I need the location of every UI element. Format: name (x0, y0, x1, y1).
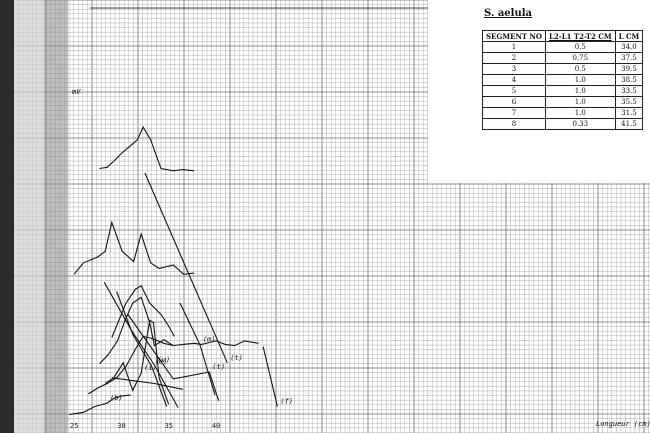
cell-l: 37.5 (614, 52, 644, 64)
table-row: 4 1.0 38.5 (482, 74, 644, 86)
series-line-9 (127, 314, 220, 401)
table-row: 2 0.75 37.5 (482, 52, 644, 64)
cell-segment: 3 (482, 63, 546, 75)
cell-segment: 1 (482, 41, 546, 53)
cell-l2l1: 1.0 (545, 96, 616, 108)
series-layer: (t)(i)(a)(t)(b)(v)(m)(f) (69, 125, 293, 416)
series-line-4 (111, 285, 175, 338)
cell-l2l1: 1.0 (545, 74, 616, 86)
cell-segment: 2 (482, 52, 546, 64)
table-row: 6 1.0 35.5 (482, 96, 644, 108)
series-tag: (i) (144, 364, 157, 372)
cell-l2l1: 0.5 (545, 41, 616, 53)
header-l: L CM (614, 30, 644, 42)
cell-l: 35.5 (614, 96, 644, 108)
cell-l2l1: 0.33 (545, 118, 616, 130)
species-title: S. aelula (484, 8, 533, 19)
x-tick-label: 30 (117, 422, 125, 430)
cell-segment: 7 (482, 107, 546, 119)
cell-l: 33.5 (614, 85, 644, 97)
series-tag: (b) (110, 394, 123, 402)
cell-l: 39.5 (614, 63, 644, 75)
cell-l2l1: 1.0 (545, 107, 616, 119)
cell-l: 41.5 (614, 118, 644, 130)
header-l2l1: L2-L1 T2-T2 CM (545, 30, 616, 42)
x-tick-label: 40 (212, 422, 220, 430)
series-tag: (f) (280, 398, 293, 406)
dark-strip (44, 0, 68, 433)
cell-segment: 6 (482, 96, 546, 108)
series-tag: (m) (203, 335, 216, 343)
series-line-3 (73, 220, 195, 275)
series-line-5 (99, 296, 174, 365)
table-row: 5 1.0 33.5 (482, 85, 644, 97)
series-line-13 (262, 346, 278, 407)
series-tag: (t) (212, 363, 225, 371)
x-axis-ticks: 25 30 35 40 (70, 422, 220, 430)
series-line-7 (104, 319, 170, 405)
cell-segment: 8 (482, 118, 546, 130)
series-tag: (v) (157, 356, 170, 364)
cell-l2l1: 0.75 (545, 52, 616, 64)
table-row: 3 0.5 39.5 (482, 63, 644, 75)
x-tick-label: 35 (165, 422, 173, 430)
x-tick-label: 25 (70, 422, 78, 430)
series-line-12 (179, 302, 216, 396)
scan-edge (0, 0, 14, 433)
series-line-10 (69, 394, 131, 416)
cell-l2l1: 0.5 (545, 63, 616, 75)
series-line-8 (116, 291, 168, 407)
cell-segment: 4 (482, 74, 546, 86)
series-line-14 (111, 377, 183, 390)
binding-shadow (14, 0, 44, 433)
cell-l2l1: 1.0 (545, 85, 616, 97)
table-row: 1 0.5 34.0 (482, 41, 644, 53)
y-annotation: mV (71, 88, 81, 96)
segment-table: SEGMENT NO L2-L1 T2-T2 CM L CM 1 0.5 34.0 2… (482, 30, 644, 130)
cell-l: 31.5 (614, 107, 644, 119)
table-header-row: SEGMENT NO L2-L1 T2-T2 CM L CM (482, 30, 644, 42)
series-line-2 (144, 172, 228, 364)
table-row: 7 1.0 31.5 (482, 107, 644, 119)
cell-l: 34.0 (614, 41, 644, 53)
series-tag: (t) (230, 354, 243, 362)
series-line-1 (99, 125, 195, 172)
x-axis-label: Longueur (cm) (596, 420, 650, 428)
table-row: 8 0.33 41.5 (482, 118, 644, 130)
cell-segment: 5 (482, 85, 546, 97)
header-segment: SEGMENT NO (482, 30, 546, 42)
cell-l: 38.5 (614, 74, 644, 86)
segment-table-body: 1 0.5 34.0 2 0.75 37.5 3 0.5 39.5 4 1.0 38.5 5 1.0 33.… (482, 41, 644, 130)
